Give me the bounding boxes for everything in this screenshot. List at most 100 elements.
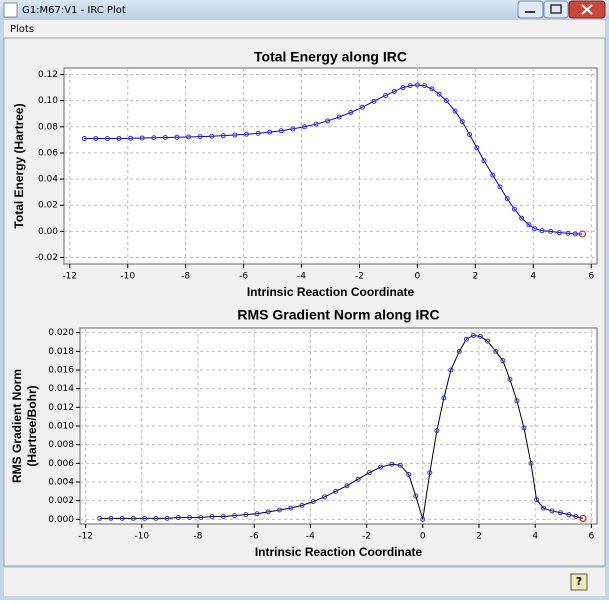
- chart-title: RMS Gradient Norm along IRC: [237, 307, 439, 323]
- data-point: [104, 136, 110, 142]
- y-tick-label: 0.012: [48, 403, 74, 413]
- data-point: [325, 118, 331, 124]
- x-tick-label: 2: [476, 532, 482, 542]
- data-point: [579, 230, 587, 238]
- data-point: [265, 509, 271, 515]
- x-tick-label: -6: [250, 532, 259, 542]
- data-point: [474, 145, 480, 151]
- data-point: [448, 367, 454, 373]
- x-tick-label: 4: [532, 532, 538, 542]
- x-tick-label: 2: [472, 272, 478, 282]
- maximize-button[interactable]: [543, 0, 569, 19]
- data-point: [514, 398, 520, 404]
- data-point: [162, 135, 168, 141]
- data-point: [130, 515, 136, 521]
- data-point: [414, 82, 420, 88]
- minimize-button[interactable]: [517, 0, 544, 19]
- data-point: [573, 514, 579, 520]
- data-point: [187, 514, 193, 520]
- data-point: [151, 135, 157, 141]
- data-point: [528, 460, 534, 466]
- data-point: [407, 83, 413, 89]
- data-point: [443, 98, 449, 104]
- data-point: [220, 514, 226, 520]
- data-point: [391, 89, 397, 95]
- plot-area: [63, 67, 598, 265]
- y-tick-label: 0.04: [38, 175, 58, 185]
- data-point: [452, 108, 458, 114]
- menu-bar: [4, 20, 605, 38]
- y-tick-label: 0.002: [48, 496, 74, 506]
- data-point: [232, 513, 238, 519]
- data-point: [254, 511, 260, 517]
- data-point: [267, 129, 273, 135]
- data-point: [366, 470, 372, 476]
- x-tick-label: -8: [194, 532, 203, 542]
- data-point: [209, 133, 215, 139]
- help-icon: ?: [576, 575, 582, 588]
- x-tick-label: 0: [420, 532, 426, 542]
- x-tick-label: -6: [239, 272, 248, 282]
- data-point: [422, 83, 428, 89]
- data-point: [434, 428, 440, 434]
- y-tick-label: 0.10: [38, 96, 58, 106]
- data-point: [484, 338, 490, 344]
- data-point: [198, 514, 204, 520]
- data-point: [526, 222, 532, 228]
- y-tick-label: 0.000: [48, 515, 74, 525]
- data-point: [97, 515, 103, 521]
- data-point: [243, 131, 249, 137]
- x-tick-label: -2: [355, 272, 364, 282]
- data-point: [463, 336, 469, 342]
- data-point: [371, 98, 377, 104]
- data-point: [164, 515, 170, 521]
- x-tick-label: -4: [306, 532, 315, 542]
- data-point: [500, 358, 506, 364]
- data-point: [541, 505, 547, 511]
- y-axis-label: (Hartree/Bohr): [25, 385, 39, 466]
- close-icon: [581, 4, 593, 15]
- help-button[interactable]: [570, 573, 588, 591]
- data-point: [336, 114, 342, 120]
- data-point: [142, 515, 148, 521]
- data-point: [116, 136, 122, 142]
- data-point: [276, 507, 282, 513]
- x-tick-label: -4: [297, 272, 306, 282]
- maximize-icon: [550, 4, 562, 14]
- data-point: [301, 124, 307, 130]
- data-point: [209, 514, 215, 520]
- y-axis-label: RMS Gradient Norm: [10, 369, 24, 483]
- x-tick-label: -10: [120, 272, 135, 282]
- x-tick-label: -12: [78, 532, 93, 542]
- x-axis-label: Intrinsic Reaction Coordinate: [255, 545, 423, 559]
- data-point: [290, 126, 296, 132]
- data-point: [467, 132, 473, 138]
- data-point: [355, 476, 361, 482]
- y-tick-label: 0.020: [48, 328, 74, 338]
- x-axis-label: Intrinsic Reaction Coordinate: [247, 285, 415, 299]
- y-tick-label: 0.004: [48, 478, 74, 488]
- data-point: [548, 228, 554, 234]
- menu-item[interactable]: Plots: [10, 24, 34, 35]
- x-tick-label: -10: [134, 532, 149, 542]
- data-point: [556, 230, 562, 236]
- data-point: [278, 128, 284, 134]
- y-tick-label: 0.018: [48, 347, 74, 357]
- data-point: [470, 332, 476, 338]
- data-point: [420, 516, 426, 522]
- data-point: [406, 472, 412, 478]
- data-point: [288, 505, 294, 511]
- chart-title: Total Energy along IRC: [254, 49, 407, 65]
- data-point: [153, 515, 159, 521]
- data-point: [313, 121, 319, 127]
- data-point: [566, 512, 572, 518]
- data-point: [507, 376, 513, 382]
- y-tick-label: 0.02: [38, 201, 58, 211]
- x-tick-label: 6: [589, 532, 595, 542]
- data-point: [493, 348, 499, 354]
- data-point: [220, 133, 226, 139]
- title-bar: [0, 0, 609, 20]
- data-point: [532, 226, 538, 232]
- data-point: [378, 464, 384, 470]
